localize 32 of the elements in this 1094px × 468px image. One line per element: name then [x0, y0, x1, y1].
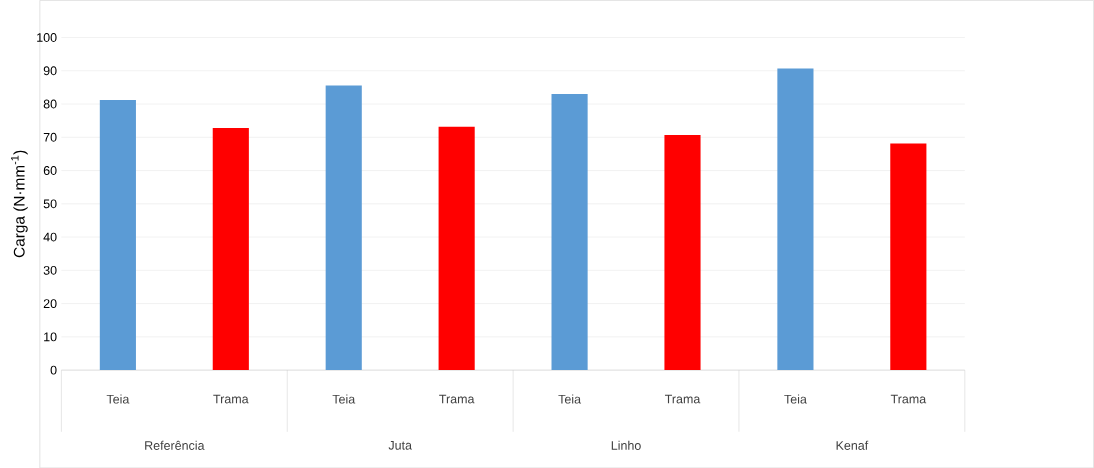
bar: [890, 143, 927, 370]
y-tick-label: 90: [43, 66, 57, 75]
y-tick-label: 60: [43, 165, 57, 175]
y-tick-label: 0: [50, 365, 57, 375]
bar: [551, 93, 588, 370]
x-tick-label: Linho: [611, 440, 641, 450]
y-tick-label: 30: [43, 265, 57, 275]
x-tick-label: Kenaf: [836, 440, 869, 450]
bar: [664, 134, 701, 370]
text: Teia: [558, 394, 582, 404]
bar: [325, 85, 362, 370]
bar: [438, 126, 475, 370]
bar: [777, 68, 814, 370]
y-tick-label: 50: [43, 199, 57, 209]
y-axis-title: Carga (N·mm$^{-1}$): [11, 150, 28, 257]
text: Trama: [890, 394, 927, 404]
text: Trama: [664, 394, 701, 404]
text: Teia: [332, 394, 356, 404]
y-tick-label: 100: [37, 32, 57, 42]
series-label: Teia: [106, 394, 130, 404]
y-tick-label: 80: [43, 99, 57, 109]
text: Teia: [784, 394, 807, 404]
bar: [212, 127, 249, 370]
series-label: Trama: [213, 394, 249, 404]
y-tick-label: 70: [43, 132, 57, 142]
bar: [99, 99, 136, 370]
x-tick-label: Referência: [145, 440, 205, 450]
text: Trama: [439, 394, 475, 404]
x-tick-label: Juta: [388, 440, 412, 450]
y-tick-label: 20: [43, 299, 57, 308]
y-tick-label: 10: [44, 332, 57, 342]
y-tick-label: 40: [43, 232, 57, 242]
